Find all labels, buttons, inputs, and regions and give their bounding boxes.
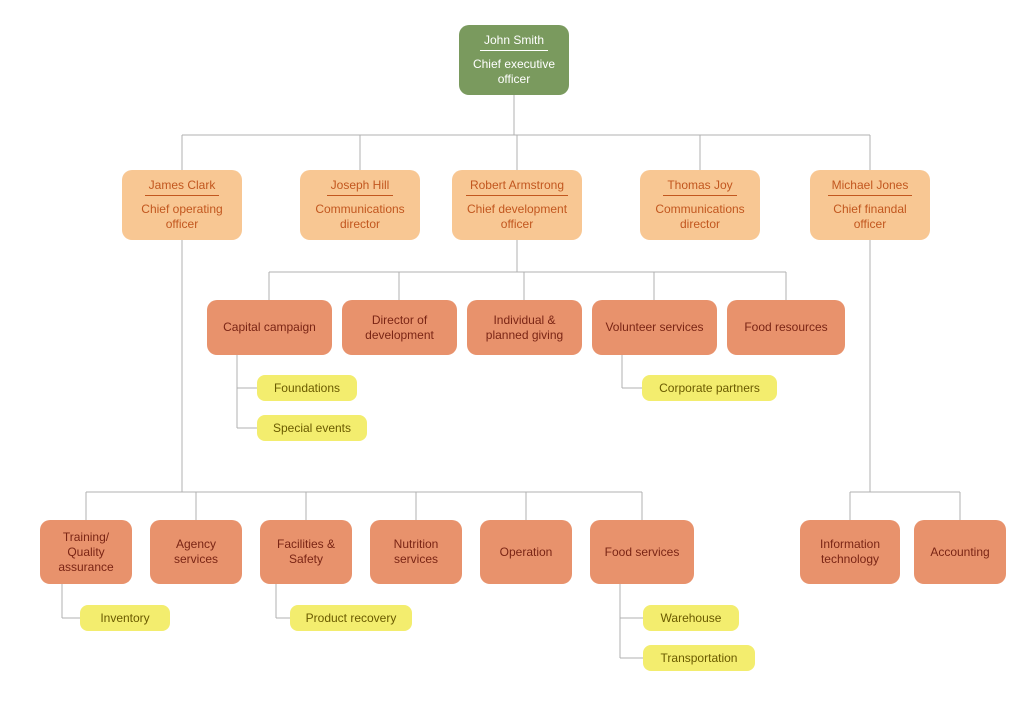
node-individual-giving: Individual &planned giving [467, 300, 582, 355]
org-chart-canvas: John Smith Chief executiveofficer James … [0, 0, 1026, 725]
node-food-resources: Food resources [727, 300, 845, 355]
node-indiv-title: Individual &planned giving [482, 311, 567, 345]
node-foodsvc-title: Food services [601, 543, 684, 562]
node-inventory-title: Inventory [96, 609, 153, 628]
node-inventory: Inventory [80, 605, 170, 631]
node-comm2-name: Thomas Joy [663, 176, 736, 195]
node-capital-campaign: Capital campaign [207, 300, 332, 355]
node-information-technology: Informationtechnology [800, 520, 900, 584]
node-productrec-title: Product recovery [302, 609, 401, 628]
node-comm-director-1: Joseph Hill Communicationsdirector [300, 170, 420, 240]
node-volunteer-services: Volunteer services [592, 300, 717, 355]
node-training-qa: Training/Qualityassurance [40, 520, 132, 584]
node-cdo-title: Chief developmentofficer [463, 200, 571, 234]
node-cdo: Robert Armstrong Chief developmentoffice… [452, 170, 582, 240]
node-ceo-title: Chief executiveofficer [469, 55, 559, 89]
node-it-title: Informationtechnology [816, 535, 884, 569]
node-comm1-name: Joseph Hill [327, 176, 394, 195]
node-comm-director-2: Thomas Joy Communicationsdirector [640, 170, 760, 240]
node-accounting-title: Accounting [926, 543, 993, 562]
node-cfo-name: Michael Jones [828, 176, 913, 195]
node-accounting: Accounting [914, 520, 1006, 584]
node-specialevents-title: Special events [269, 419, 355, 438]
node-coo-name: James Clark [145, 176, 220, 195]
node-director-development: Director ofdevelopment [342, 300, 457, 355]
node-dirdev-title: Director ofdevelopment [361, 311, 438, 345]
node-training-title: Training/Qualityassurance [54, 528, 117, 577]
node-cdo-name: Robert Armstrong [466, 176, 568, 195]
node-corppartners-title: Corporate partners [655, 379, 764, 398]
node-ceo-name: John Smith [480, 31, 548, 50]
node-operation-title: Operation [496, 543, 557, 562]
node-coo: James Clark Chief operatingofficer [122, 170, 242, 240]
node-operation: Operation [480, 520, 572, 584]
node-foodres-title: Food resources [740, 318, 831, 337]
node-food-services: Food services [590, 520, 694, 584]
node-facilities-safety: Facilities &Safety [260, 520, 352, 584]
node-volunteer-title: Volunteer services [601, 318, 707, 337]
node-coo-title: Chief operatingofficer [137, 200, 226, 234]
node-special-events: Special events [257, 415, 367, 441]
node-agency-title: Agencyservices [170, 535, 222, 569]
node-comm2-title: Communicationsdirector [651, 200, 748, 234]
node-warehouse: Warehouse [643, 605, 739, 631]
node-cfo: Michael Jones Chief finandalofficer [810, 170, 930, 240]
node-warehouse-title: Warehouse [657, 609, 726, 628]
node-comm1-title: Communicationsdirector [311, 200, 408, 234]
node-ceo: John Smith Chief executiveofficer [459, 25, 569, 95]
node-corporate-partners: Corporate partners [642, 375, 777, 401]
node-agency-services: Agencyservices [150, 520, 242, 584]
node-nutrition-title: Nutritionservices [390, 535, 443, 569]
node-transport-title: Transportation [657, 649, 742, 668]
node-facilities-title: Facilities &Safety [273, 535, 339, 569]
node-product-recovery: Product recovery [290, 605, 412, 631]
node-foundations-title: Foundations [270, 379, 344, 398]
node-transportation: Transportation [643, 645, 755, 671]
node-nutrition-services: Nutritionservices [370, 520, 462, 584]
node-foundations: Foundations [257, 375, 357, 401]
node-capital-title: Capital campaign [219, 318, 320, 337]
node-cfo-title: Chief finandalofficer [829, 200, 910, 234]
